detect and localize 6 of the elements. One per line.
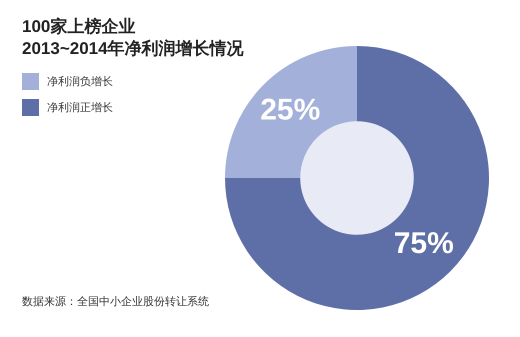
legend-label: 净利润负增长: [47, 74, 113, 88]
data-label: 75%: [394, 227, 454, 260]
data-label: 25%: [260, 94, 320, 127]
source-note: 数据来源：全国中小企业股份转让系统: [22, 294, 209, 309]
legend-label: 净利润正增长: [47, 100, 113, 114]
chart-title: 100家上榜企业 2013~2014年净利润增长情况: [22, 16, 244, 60]
